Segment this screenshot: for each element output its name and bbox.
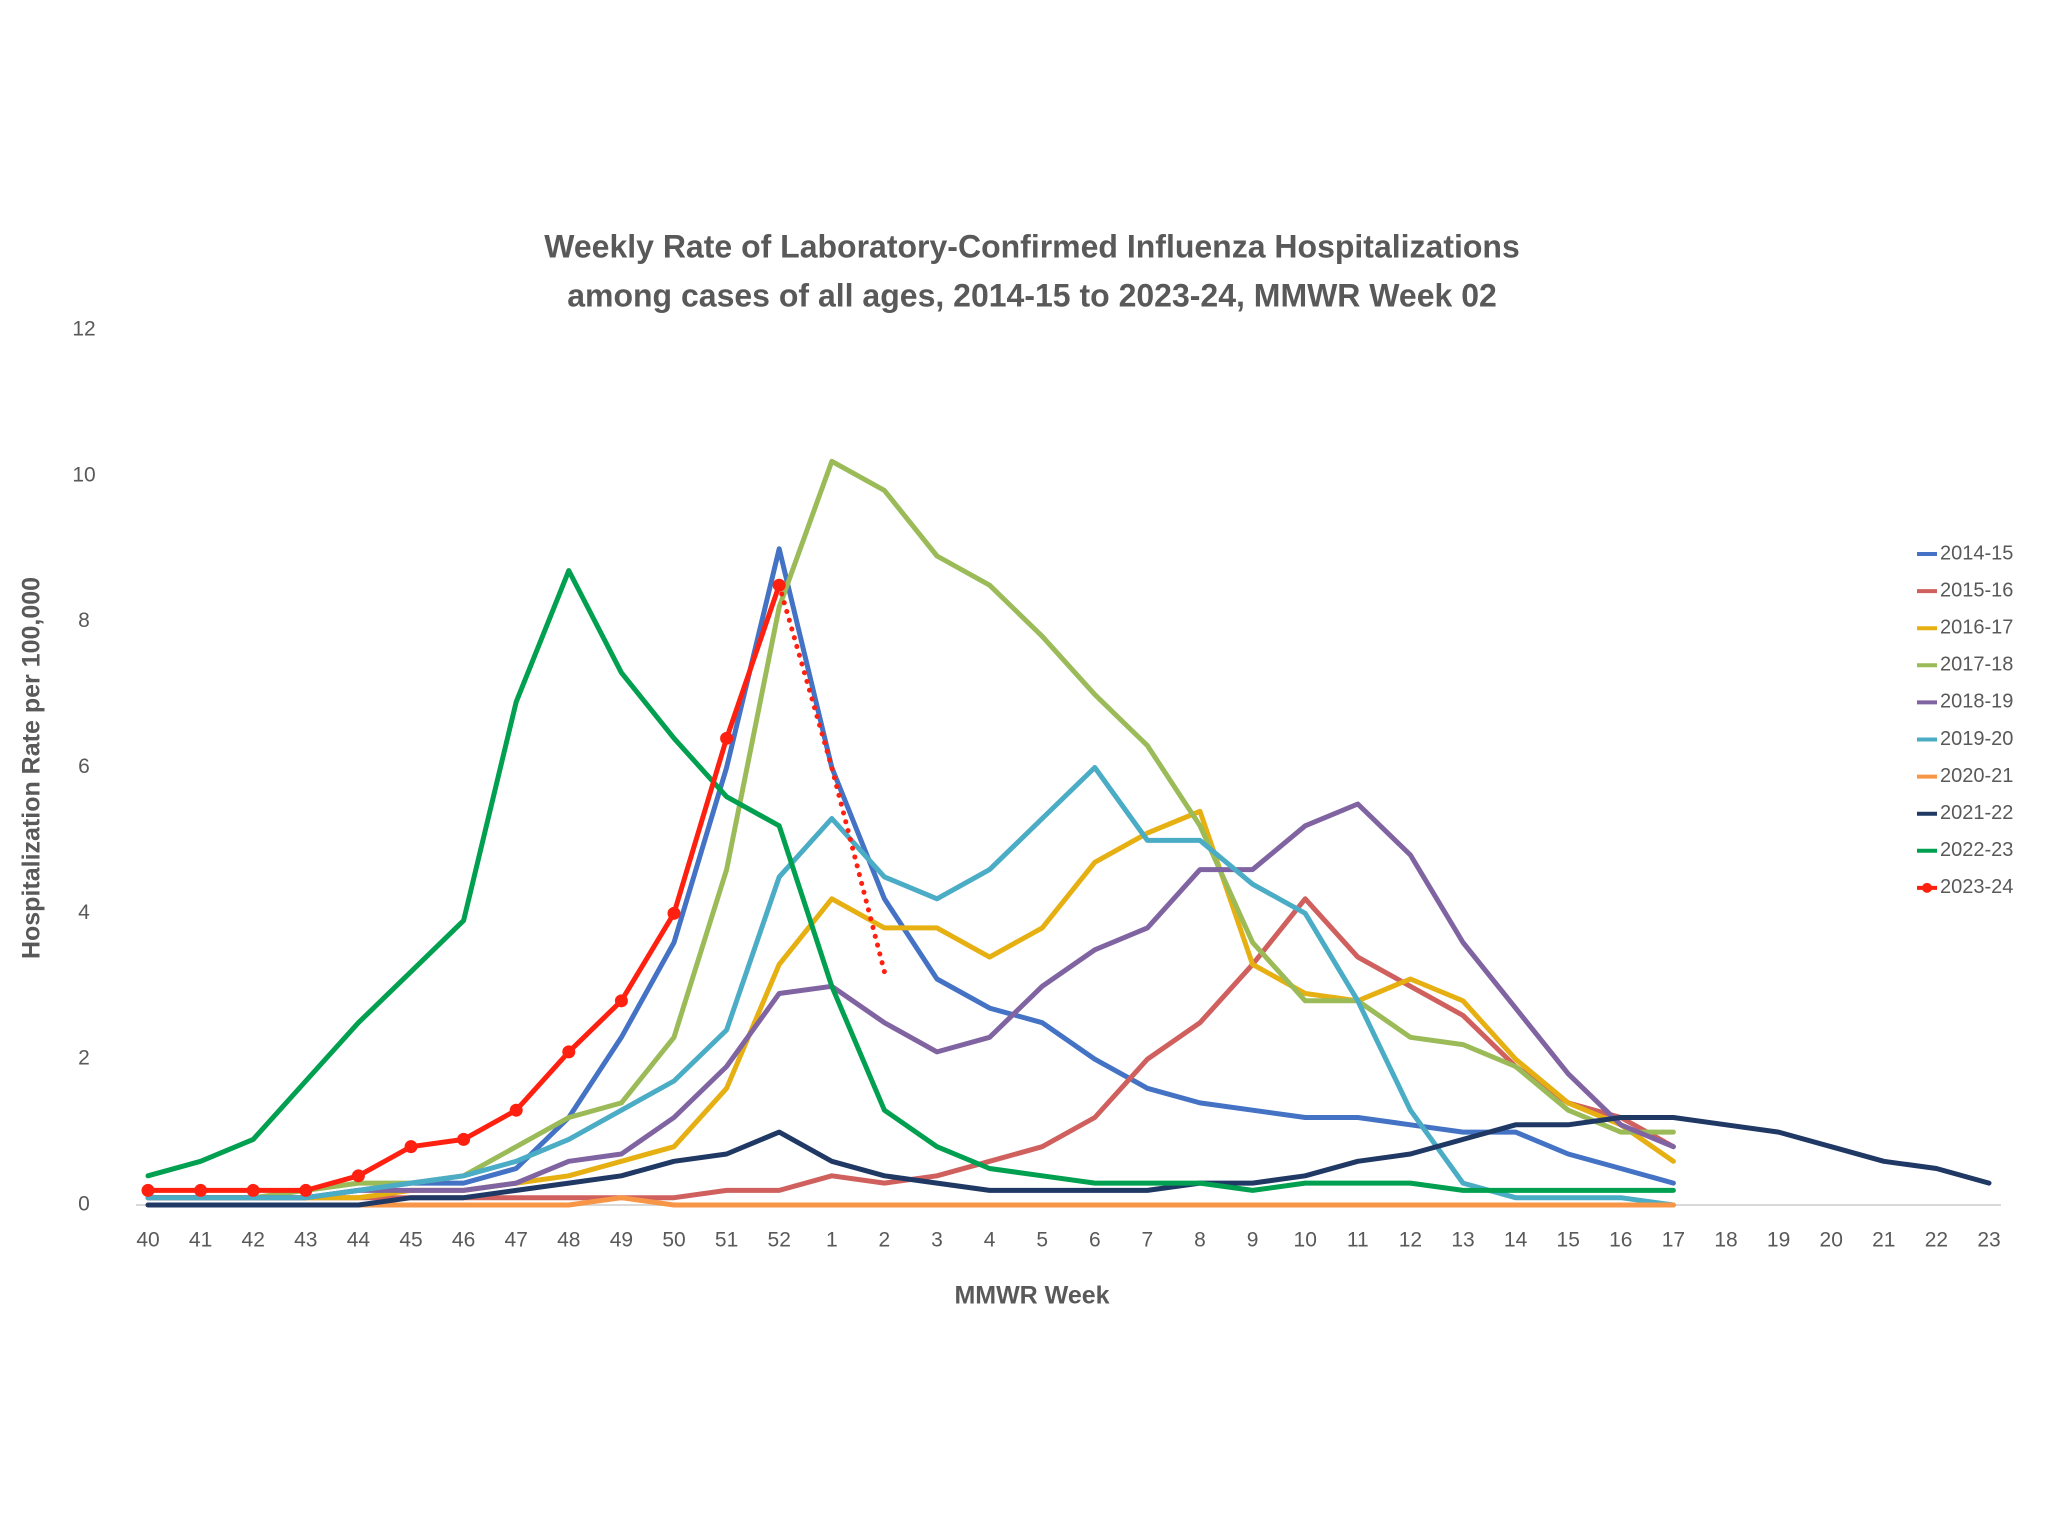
- series-marker: [667, 906, 681, 920]
- series-marker: [299, 1183, 313, 1197]
- x-tick-label: 18: [1714, 1229, 1737, 1252]
- x-tick-label: 47: [505, 1229, 528, 1252]
- series-marker: [562, 1045, 576, 1059]
- chart-title: Weekly Rate of Laboratory-Confirmed Infl…: [544, 228, 1520, 264]
- x-tick-label: 48: [557, 1229, 580, 1252]
- x-tick-label: 40: [136, 1229, 159, 1252]
- series-marker: [194, 1183, 208, 1197]
- x-tick-label: 9: [1247, 1229, 1259, 1252]
- series-line: [145, 1115, 1992, 1208]
- x-tick-label: 6: [1089, 1229, 1101, 1252]
- x-tick-label: 15: [1557, 1229, 1580, 1252]
- x-tick-label: 50: [662, 1229, 685, 1252]
- series-marker: [141, 1183, 155, 1197]
- legend-label: 2014-15: [1940, 542, 2013, 564]
- legend-label: 2018-19: [1940, 691, 2013, 713]
- x-tick-label: 14: [1504, 1229, 1528, 1252]
- y-tick-label: 6: [78, 755, 90, 778]
- x-tick-label: 51: [715, 1229, 738, 1252]
- series-marker: [246, 1183, 260, 1197]
- x-tick-label: 42: [242, 1229, 265, 1252]
- x-tick-label: 8: [1194, 1229, 1206, 1252]
- x-tick-label: 45: [399, 1229, 422, 1252]
- series-line: [145, 765, 1676, 1208]
- x-tick-label: 21: [1872, 1229, 1895, 1252]
- series-line: [145, 568, 1676, 1193]
- legend-label: 2016-17: [1940, 616, 2013, 638]
- x-tick-label: 46: [452, 1229, 475, 1252]
- series-dotted-line: [776, 582, 887, 975]
- x-tick-label: 41: [189, 1229, 212, 1252]
- series-line: [145, 1195, 1676, 1208]
- x-tick-label: 5: [1036, 1229, 1048, 1252]
- x-tick-label: 1: [826, 1229, 838, 1252]
- y-tick-label: 2: [78, 1047, 90, 1070]
- series-marker: [614, 994, 628, 1008]
- x-tick-label: 49: [610, 1229, 633, 1252]
- legend-label: 2019-20: [1940, 728, 2013, 750]
- x-tick-label: 16: [1609, 1229, 1632, 1252]
- series-marker: [772, 578, 786, 592]
- x-axis-title: MMWR Week: [954, 1282, 1109, 1310]
- x-tick-label: 43: [294, 1229, 317, 1252]
- x-tick-label: 7: [1142, 1229, 1154, 1252]
- x-tick-label: 2: [879, 1229, 891, 1252]
- y-tick-label: 0: [78, 1193, 90, 1216]
- x-tick-label: 11: [1347, 1229, 1369, 1252]
- legend-label: 2015-16: [1940, 579, 2013, 601]
- series-marker: [509, 1103, 523, 1117]
- x-tick-label: 3: [931, 1229, 943, 1252]
- x-tick-label: 12: [1399, 1229, 1422, 1252]
- x-tick-label: 10: [1294, 1229, 1317, 1252]
- series-marker: [404, 1140, 418, 1154]
- x-tick-label: 23: [1977, 1229, 2000, 1252]
- legend-label: 2023-24: [1940, 876, 2013, 898]
- legend-label: 2017-18: [1940, 654, 2013, 676]
- y-tick-label: 10: [72, 463, 95, 486]
- series-marker: [720, 731, 734, 745]
- y-tick-label: 12: [72, 318, 95, 341]
- chart-title: among cases of all ages, 2014-15 to 2023…: [567, 277, 1497, 313]
- x-tick-label: 52: [768, 1229, 791, 1252]
- series-marker: [457, 1132, 471, 1146]
- series-marker: [351, 1169, 365, 1183]
- legend-label: 2022-23: [1940, 839, 2013, 861]
- legend-label: 2020-21: [1940, 765, 2013, 787]
- y-tick-label: 8: [78, 609, 90, 632]
- x-tick-label: 4: [984, 1229, 996, 1252]
- legend-label: 2021-22: [1940, 802, 2013, 824]
- x-tick-label: 13: [1451, 1229, 1474, 1252]
- legend-marker: [1922, 882, 1932, 893]
- series-line: [145, 801, 1676, 1201]
- x-tick-label: 19: [1767, 1229, 1790, 1252]
- x-tick-label: 17: [1662, 1229, 1685, 1252]
- x-tick-label: 44: [347, 1229, 371, 1252]
- x-tick-label: 22: [1925, 1229, 1948, 1252]
- x-tick-label: 20: [1820, 1229, 1843, 1252]
- y-tick-label: 4: [78, 901, 90, 924]
- y-axis-title: Hospitalization Rate per 100,000: [18, 577, 46, 959]
